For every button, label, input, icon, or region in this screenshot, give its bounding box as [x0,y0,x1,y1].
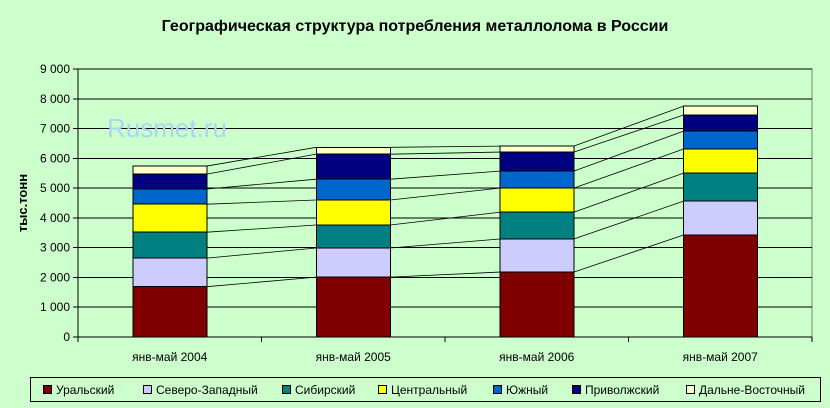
y-tick-label: 0 [63,330,70,344]
bar-central-2005 [315,199,391,226]
legend: Уральский Северо-Западный Сибирский Централ… [30,377,821,402]
bar-central-2006 [499,187,575,213]
y-tick-label: 1 000 [40,300,70,314]
legend-swatch [143,385,152,394]
legend-label: Центральный [391,383,467,397]
series-line-ural [390,271,500,278]
series-line-south [206,178,317,190]
series-line-north-west [206,247,317,259]
bar-ural-2006 [499,271,575,338]
y-tick-label: 3 000 [40,241,70,255]
x-tick-label: янв-май 2004 [132,350,207,364]
bar-north-west-2007 [682,200,758,236]
bar-south-2006 [499,170,575,189]
legend-item-ural: Уральский [43,383,114,397]
legend-label: Приволжский [585,383,659,397]
bar-volga-2004 [132,173,208,190]
legend-label: Северо-Западный [156,383,258,397]
y-tick-label: 7 000 [40,122,70,136]
series-line-south [390,170,500,180]
series-line-ural [573,234,684,273]
legend-swatch [572,385,581,394]
bar-south-2005 [315,178,391,201]
bar-siberia-2004 [132,231,208,259]
legend-item-south: Южный [493,383,548,397]
watermark: Rusmet.ru [107,113,227,143]
legend-swatch [378,385,387,394]
bar-central-2007 [682,148,758,174]
series-line-far-east [206,146,317,167]
series-line-siberia [206,224,317,233]
x-tick-label: янв-май 2005 [316,350,391,364]
bar-siberia-2007 [682,172,758,202]
bar-north-west-2005 [315,247,391,278]
bar-far-east-2006 [499,145,575,153]
series-line-far-east [390,145,500,148]
legend-label: Дальне-Восточный [699,383,805,397]
bar-far-east-2007 [682,105,758,116]
series-line-volga [390,151,500,155]
y-tick-label: 5 000 [40,181,70,195]
bar-volga-2006 [499,151,575,172]
bar-north-west-2006 [499,238,575,273]
series-line-siberia [573,172,684,213]
x-axis-ticks: янв-май 2004 янв-май 2005 янв-май 2006 янв-… [77,337,813,364]
y-tick-label: 9 000 [40,62,70,76]
bar-south-2004 [132,188,208,205]
bar-siberia-2006 [499,211,575,240]
series-line-far-east [573,105,684,147]
series-line-volga [206,153,317,175]
series-line-volga [573,114,684,153]
y-axis-title: тыс.тонн [15,174,30,232]
chart-title: Географическая структура потребления мет… [162,18,669,35]
legend-label: Уральский [56,383,114,397]
series-line-north-west [573,200,684,240]
bar-far-east-2004 [132,165,208,175]
y-tick-label: 2 000 [40,270,70,284]
legend-swatch [493,385,502,394]
legend-item-central: Центральный [378,383,467,397]
legend-swatch [282,385,291,394]
legend-label: Южный [506,383,548,397]
x-tick-label: янв-май 2006 [499,350,574,364]
y-tick-label: 4 000 [40,211,70,225]
legend-item-siberia: Сибирский [282,383,355,397]
x-tick-label: янв-май 2007 [683,350,758,364]
bars [132,105,758,338]
bar-ural-2004 [132,286,208,338]
bar-volga-2007 [682,114,758,132]
series-line-north-west [390,238,500,249]
y-axis-ticks: 0 1 000 2 000 3 000 4 000 5 000 6 000 7 000 8 00… [40,62,78,344]
legend-item-north-west: Северо-Западный [143,383,258,397]
y-tick-label: 8 000 [40,92,70,106]
series-line-ural [206,276,317,288]
bar-south-2007 [682,130,758,150]
series-line-central [390,187,500,201]
legend-item-volga: Приволжский [572,383,659,397]
y-tick-label: 6 000 [40,151,70,165]
legend-label: Сибирский [295,383,355,397]
series-line-south [573,130,684,172]
bar-volga-2005 [315,153,391,180]
legend-border [30,377,821,402]
bar-ural-2007 [682,234,758,338]
bar-ural-2005 [315,276,391,338]
bar-north-west-2004 [132,257,208,288]
series-line-central [206,199,317,205]
series-lines [206,105,684,288]
bar-siberia-2005 [315,224,391,249]
series-line-siberia [390,211,500,226]
legend-swatch [686,385,695,394]
legend-swatch [43,385,52,394]
series-line-central [573,148,684,189]
legend-item-far-east: Дальне-Восточный [686,383,805,397]
bar-central-2004 [132,203,208,233]
bar-far-east-2005 [315,146,391,155]
